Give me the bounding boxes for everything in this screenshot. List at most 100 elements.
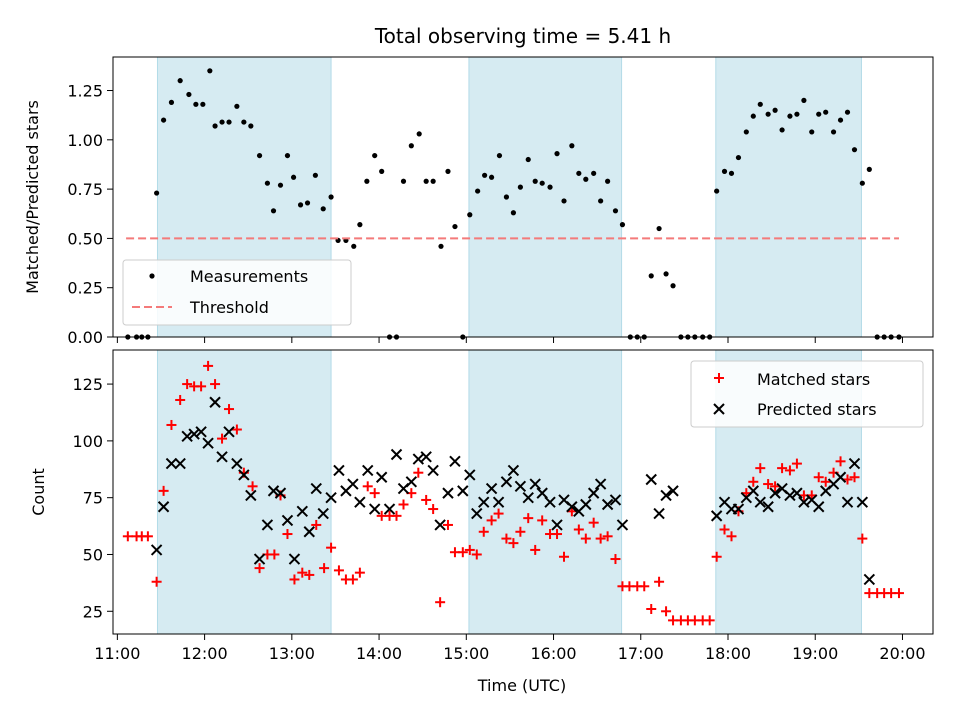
bot-matched-stars-point-14 — [224, 404, 235, 415]
bot-matched-stars-point-59 — [552, 529, 563, 540]
bot-matched-stars-point-3 — [142, 531, 153, 542]
bot-predicted-stars-point-57 — [566, 501, 578, 513]
xtick-label-1: 12:00 — [182, 644, 228, 663]
bot-predicted-stars-point-9 — [216, 451, 228, 463]
ytick-label-top-3: 0.75 — [67, 180, 103, 199]
bot-predicted-stars-point-41 — [449, 455, 461, 468]
top-measurements-point-72 — [648, 273, 654, 279]
bot-predicted-stars-point-64 — [616, 519, 629, 531]
top-measurements-point-64 — [591, 170, 597, 176]
bot-predicted-stars-point-39 — [434, 519, 446, 531]
top-panel: 0.00 0.25 0.50 0.75 1.00 1.25 Total observing… — [23, 24, 934, 347]
bot-matched-stars-point-95 — [813, 472, 824, 483]
top-measurements-point-91 — [787, 113, 793, 119]
top-measurements-point-17 — [248, 123, 254, 129]
bot-matched-stars-point-42 — [428, 504, 439, 515]
top-measurements-point-54 — [517, 184, 523, 190]
bot-predicted-stars-point-20 — [296, 505, 309, 518]
top-measurements-point-50 — [488, 174, 495, 180]
bot-predicted-stars-point-40 — [442, 487, 454, 499]
bot-matched-stars-point-13 — [217, 433, 228, 444]
top-measurements-point-98 — [837, 117, 844, 123]
top-measurements-point-58 — [547, 184, 553, 190]
top-measurements-point-40 — [416, 131, 422, 137]
bot-matched-stars-point-5 — [158, 485, 169, 496]
bot-predicted-stars-point-65 — [645, 473, 657, 486]
top-measurements-point-14 — [226, 119, 232, 125]
bot-matched-stars-point-86 — [748, 476, 759, 487]
bot-predicted-stars-point-38 — [427, 464, 439, 477]
bot-predicted-stars-point-53 — [536, 487, 548, 499]
bot-predicted-stars-point-49 — [507, 464, 520, 477]
bottom-panel: 25 50 75 100 125 11:00 12:00 13:00 14:00 15:00 16… — [29, 349, 934, 695]
bot-matched-stars-point-26 — [311, 519, 322, 530]
top-measurements-point-101 — [859, 180, 865, 186]
bot-matched-stars-point-4 — [151, 576, 162, 587]
top-measurements-point-12 — [212, 123, 218, 129]
bot-predicted-stars-point-19 — [288, 553, 301, 565]
bot-predicted-stars-point-11 — [231, 457, 243, 470]
xtick-label-9: 20:00 — [879, 644, 925, 663]
bot-matched-stars-point-43 — [435, 597, 446, 608]
bot-predicted-stars-point-86 — [834, 471, 847, 483]
top-measurements-point-75 — [670, 283, 676, 289]
bot-predicted-stars-point-89 — [856, 496, 869, 508]
bot-matched-stars-point-11 — [203, 360, 214, 371]
bot-matched-stars-point-87 — [755, 463, 766, 474]
top-measurements-point-31 — [351, 243, 357, 249]
bot-matched-stars-point-91 — [784, 465, 795, 476]
top-measurements-point-48 — [475, 188, 481, 194]
bot-matched-stars-point-7 — [175, 394, 186, 405]
bot-predicted-stars-point-25 — [333, 464, 345, 477]
top-measurements-point-34 — [372, 152, 378, 159]
bot-matched-stars-point-72 — [646, 604, 657, 615]
bot-predicted-stars-point-13 — [245, 489, 257, 502]
bot-predicted-stars-point-61 — [594, 478, 607, 490]
shaded-interval-bot-0 — [156, 349, 332, 635]
bot-predicted-stars-point-54 — [544, 496, 556, 508]
bot-matched-stars-point-80 — [704, 615, 715, 626]
top-measurements-point-28 — [328, 194, 334, 200]
top-measurements-point-44 — [445, 168, 451, 174]
top-measurements-point-8 — [186, 91, 192, 98]
bot-matched-stars-point-96 — [820, 476, 831, 487]
top-measurements-point-82 — [721, 168, 728, 174]
xtick-label-0: 11:00 — [94, 644, 140, 663]
top-measurements-point-66 — [605, 178, 611, 184]
bot-matched-stars-point-20 — [269, 549, 280, 560]
bot-matched-stars-point-50 — [486, 515, 497, 526]
top-measurements-point-42 — [430, 178, 436, 184]
bot-predicted-stars-point-2 — [165, 457, 178, 470]
bot-matched-stars-point-12 — [210, 379, 221, 390]
legend-label-predicted: Predicted stars — [757, 400, 877, 419]
bot-predicted-stars-point-45 — [478, 496, 490, 508]
top-measurements-point-10 — [200, 101, 206, 107]
bot-predicted-stars-point-18 — [281, 514, 294, 527]
bot-matched-stars-point-60 — [559, 551, 569, 562]
bot-predicted-stars-point-36 — [412, 453, 425, 465]
bot-matched-stars-point-27 — [319, 563, 330, 574]
top-measurements-point-100 — [851, 147, 858, 153]
bot-predicted-stars-point-43 — [464, 469, 476, 481]
bot-predicted-stars-point-50 — [514, 480, 527, 493]
top-measurements-point-93 — [801, 97, 807, 103]
bot-predicted-stars-point-33 — [390, 448, 403, 461]
top-axes-frame — [112, 56, 934, 338]
top-measurements-point-92 — [794, 111, 800, 117]
top-measurements-point-43 — [438, 243, 444, 249]
bot-matched-stars-point-55 — [523, 513, 534, 524]
top-measurements-point-97 — [830, 129, 837, 135]
bot-matched-stars-point-101 — [857, 533, 868, 544]
legend-marker-predicted — [713, 403, 725, 415]
bot-predicted-stars-point-80 — [791, 487, 803, 499]
top-measurements-point-63 — [583, 176, 589, 182]
legend-marker-measurements — [149, 273, 155, 279]
bot-predicted-stars-point-48 — [500, 476, 513, 488]
top-measurements-point-23 — [290, 174, 297, 180]
top-measurements-point-94 — [809, 129, 815, 135]
bot-matched-stars-point-98 — [835, 456, 846, 467]
xtick-label-3: 14:00 — [356, 644, 402, 663]
bot-predicted-stars-point-29 — [362, 464, 374, 477]
bot-predicted-stars-point-62 — [601, 498, 614, 511]
bot-predicted-stars-point-15 — [261, 519, 274, 531]
